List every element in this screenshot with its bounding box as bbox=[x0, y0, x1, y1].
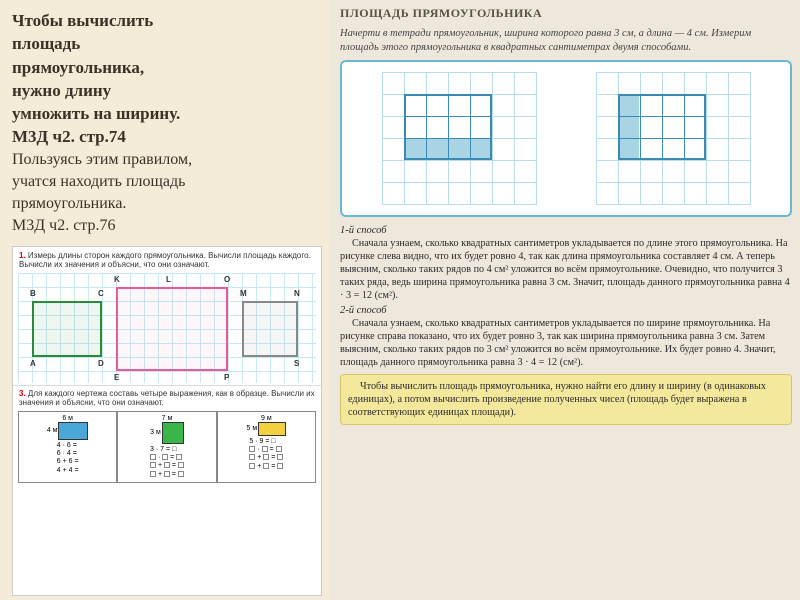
h-line: М3Д ч2. стр.74 bbox=[12, 126, 322, 147]
rect-pink bbox=[116, 287, 228, 371]
exercise-scan: 1. Измерь длины сторон каждого прямоугол… bbox=[12, 246, 322, 597]
method2-label: 2-й способ bbox=[340, 305, 792, 316]
mini-rect-blue bbox=[58, 422, 88, 440]
s-line: учатся находить площадь bbox=[12, 172, 322, 192]
s-line: Пользуясь этим правилом, bbox=[12, 150, 322, 170]
s-line: прямоугольника. bbox=[12, 194, 322, 214]
ex1-number: 1. bbox=[19, 251, 26, 260]
ex3-cell: 7 м 3 м 3 · 7 = □ · = + = + = bbox=[117, 411, 216, 484]
method1-text: Сначала узнаем, сколько квадратных санти… bbox=[340, 237, 792, 302]
exercise-3: 3. Для каждого чертежа составь четыре вы… bbox=[13, 385, 321, 409]
right-column: ПЛОЩАДЬ ПРЯМОУГОЛЬНИКА Начерти в тетради… bbox=[330, 0, 800, 600]
exercise-1: 1. Измерь длины сторон каждого прямоугол… bbox=[13, 247, 321, 271]
h-line: умножить на ширину. bbox=[12, 103, 322, 124]
intro-text: Начерти в тетради прямоугольник, ширина … bbox=[340, 27, 792, 54]
eq: 3 · 7 = □ · = + = + = bbox=[150, 446, 184, 480]
ex3-table: 6 м 4 м 4 · 6 = 6 · 4 = 6 + 6 = 4 + 4 = … bbox=[18, 411, 316, 484]
h-line: прямоугольника, bbox=[12, 57, 322, 78]
ex1-text: Измерь длины сторон каждого прямоугольни… bbox=[19, 251, 311, 269]
h-line: площадь bbox=[12, 33, 322, 54]
ex3-cell: 6 м 4 м 4 · 6 = 6 · 4 = 6 + 6 = 4 + 4 = bbox=[18, 411, 117, 484]
highlight-rule: Чтобы вычислить площадь прямоугольника, … bbox=[340, 374, 792, 426]
eq: 4 · 6 = 6 · 4 = 6 + 6 = 4 + 4 = bbox=[57, 442, 79, 476]
grid-left bbox=[382, 72, 537, 205]
s-line: М3Д ч2. стр.76 bbox=[12, 216, 322, 236]
method2-text: Сначала узнаем, сколько квадратных санти… bbox=[340, 317, 792, 369]
ex3-text: Для каждого чертежа составь четыре выраж… bbox=[19, 389, 315, 407]
eq: 5 · 9 = □ · = + = + = bbox=[249, 438, 283, 472]
rect-green bbox=[32, 301, 102, 357]
rect-gray bbox=[242, 301, 298, 357]
ex3-number: 3. bbox=[19, 389, 26, 398]
method1-label: 1-й способ bbox=[340, 225, 792, 236]
h-line: Чтобы вычислить bbox=[12, 10, 322, 31]
grid-right bbox=[596, 72, 751, 205]
mini-rect-green bbox=[162, 422, 184, 444]
mini-rect-yellow bbox=[258, 422, 286, 436]
left-column: Чтобы вычислить площадь прямоугольника, … bbox=[0, 0, 330, 600]
ex3-cell: 9 м 5 м 5 · 9 = □ · = + = + = bbox=[217, 411, 316, 484]
rectangles-grid: B C A D K L O E P M N S bbox=[18, 273, 316, 383]
page-title: ПЛОЩАДЬ ПРЯМОУГОЛЬНИКА bbox=[340, 6, 792, 21]
diagram-box bbox=[340, 60, 792, 217]
h-line: нужно длину bbox=[12, 80, 322, 101]
left-heading: Чтобы вычислить площадь прямоугольника, … bbox=[12, 10, 322, 238]
